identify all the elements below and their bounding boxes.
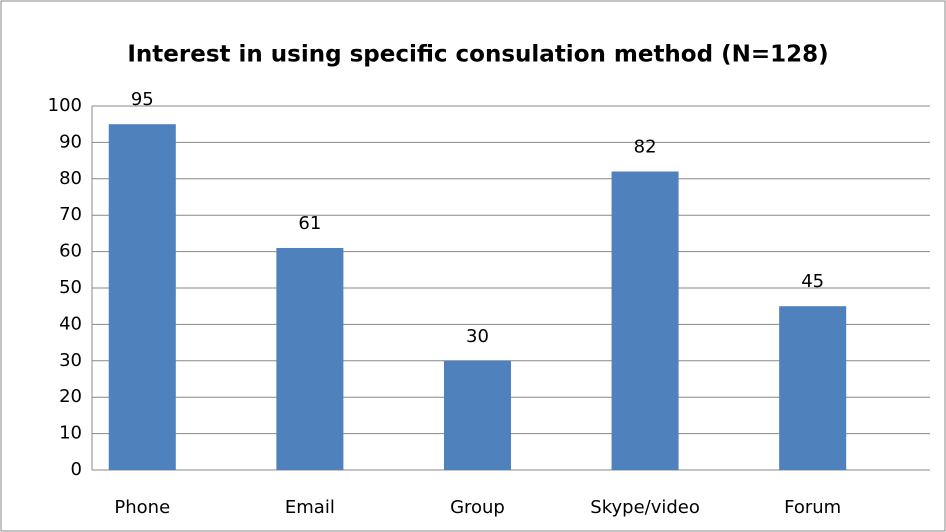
y-tick-label: 10: [59, 423, 82, 444]
data-label: 61: [298, 213, 321, 234]
y-tick-label: 70: [59, 204, 82, 225]
x-tick-label: Forum: [784, 497, 841, 518]
y-tick-label: 100: [48, 95, 82, 116]
bar: [779, 306, 847, 470]
y-tick-label: 30: [59, 350, 82, 371]
y-tick-label: 90: [59, 131, 82, 152]
data-label: 45: [801, 271, 824, 292]
y-tick-label: 60: [59, 241, 82, 262]
data-label: 95: [131, 89, 154, 110]
y-tick-label: 40: [59, 313, 82, 334]
data-label: 30: [466, 326, 489, 347]
y-tick-label: 80: [59, 168, 82, 189]
y-tick-label: 0: [71, 459, 82, 480]
y-tick-label: 50: [59, 277, 82, 298]
x-tick-label: Group: [450, 497, 505, 518]
bar: [611, 171, 679, 470]
bar: [276, 247, 344, 470]
bar: [443, 360, 511, 470]
x-tick-label: Email: [285, 497, 335, 518]
y-tick-label: 20: [59, 386, 82, 407]
data-label: 82: [634, 137, 657, 158]
chart-title: Interest in using specific consulation m…: [127, 42, 828, 68]
x-tick-label: Phone: [114, 497, 170, 518]
bar: [108, 124, 176, 470]
x-tick-label: Skype/video: [590, 497, 700, 518]
